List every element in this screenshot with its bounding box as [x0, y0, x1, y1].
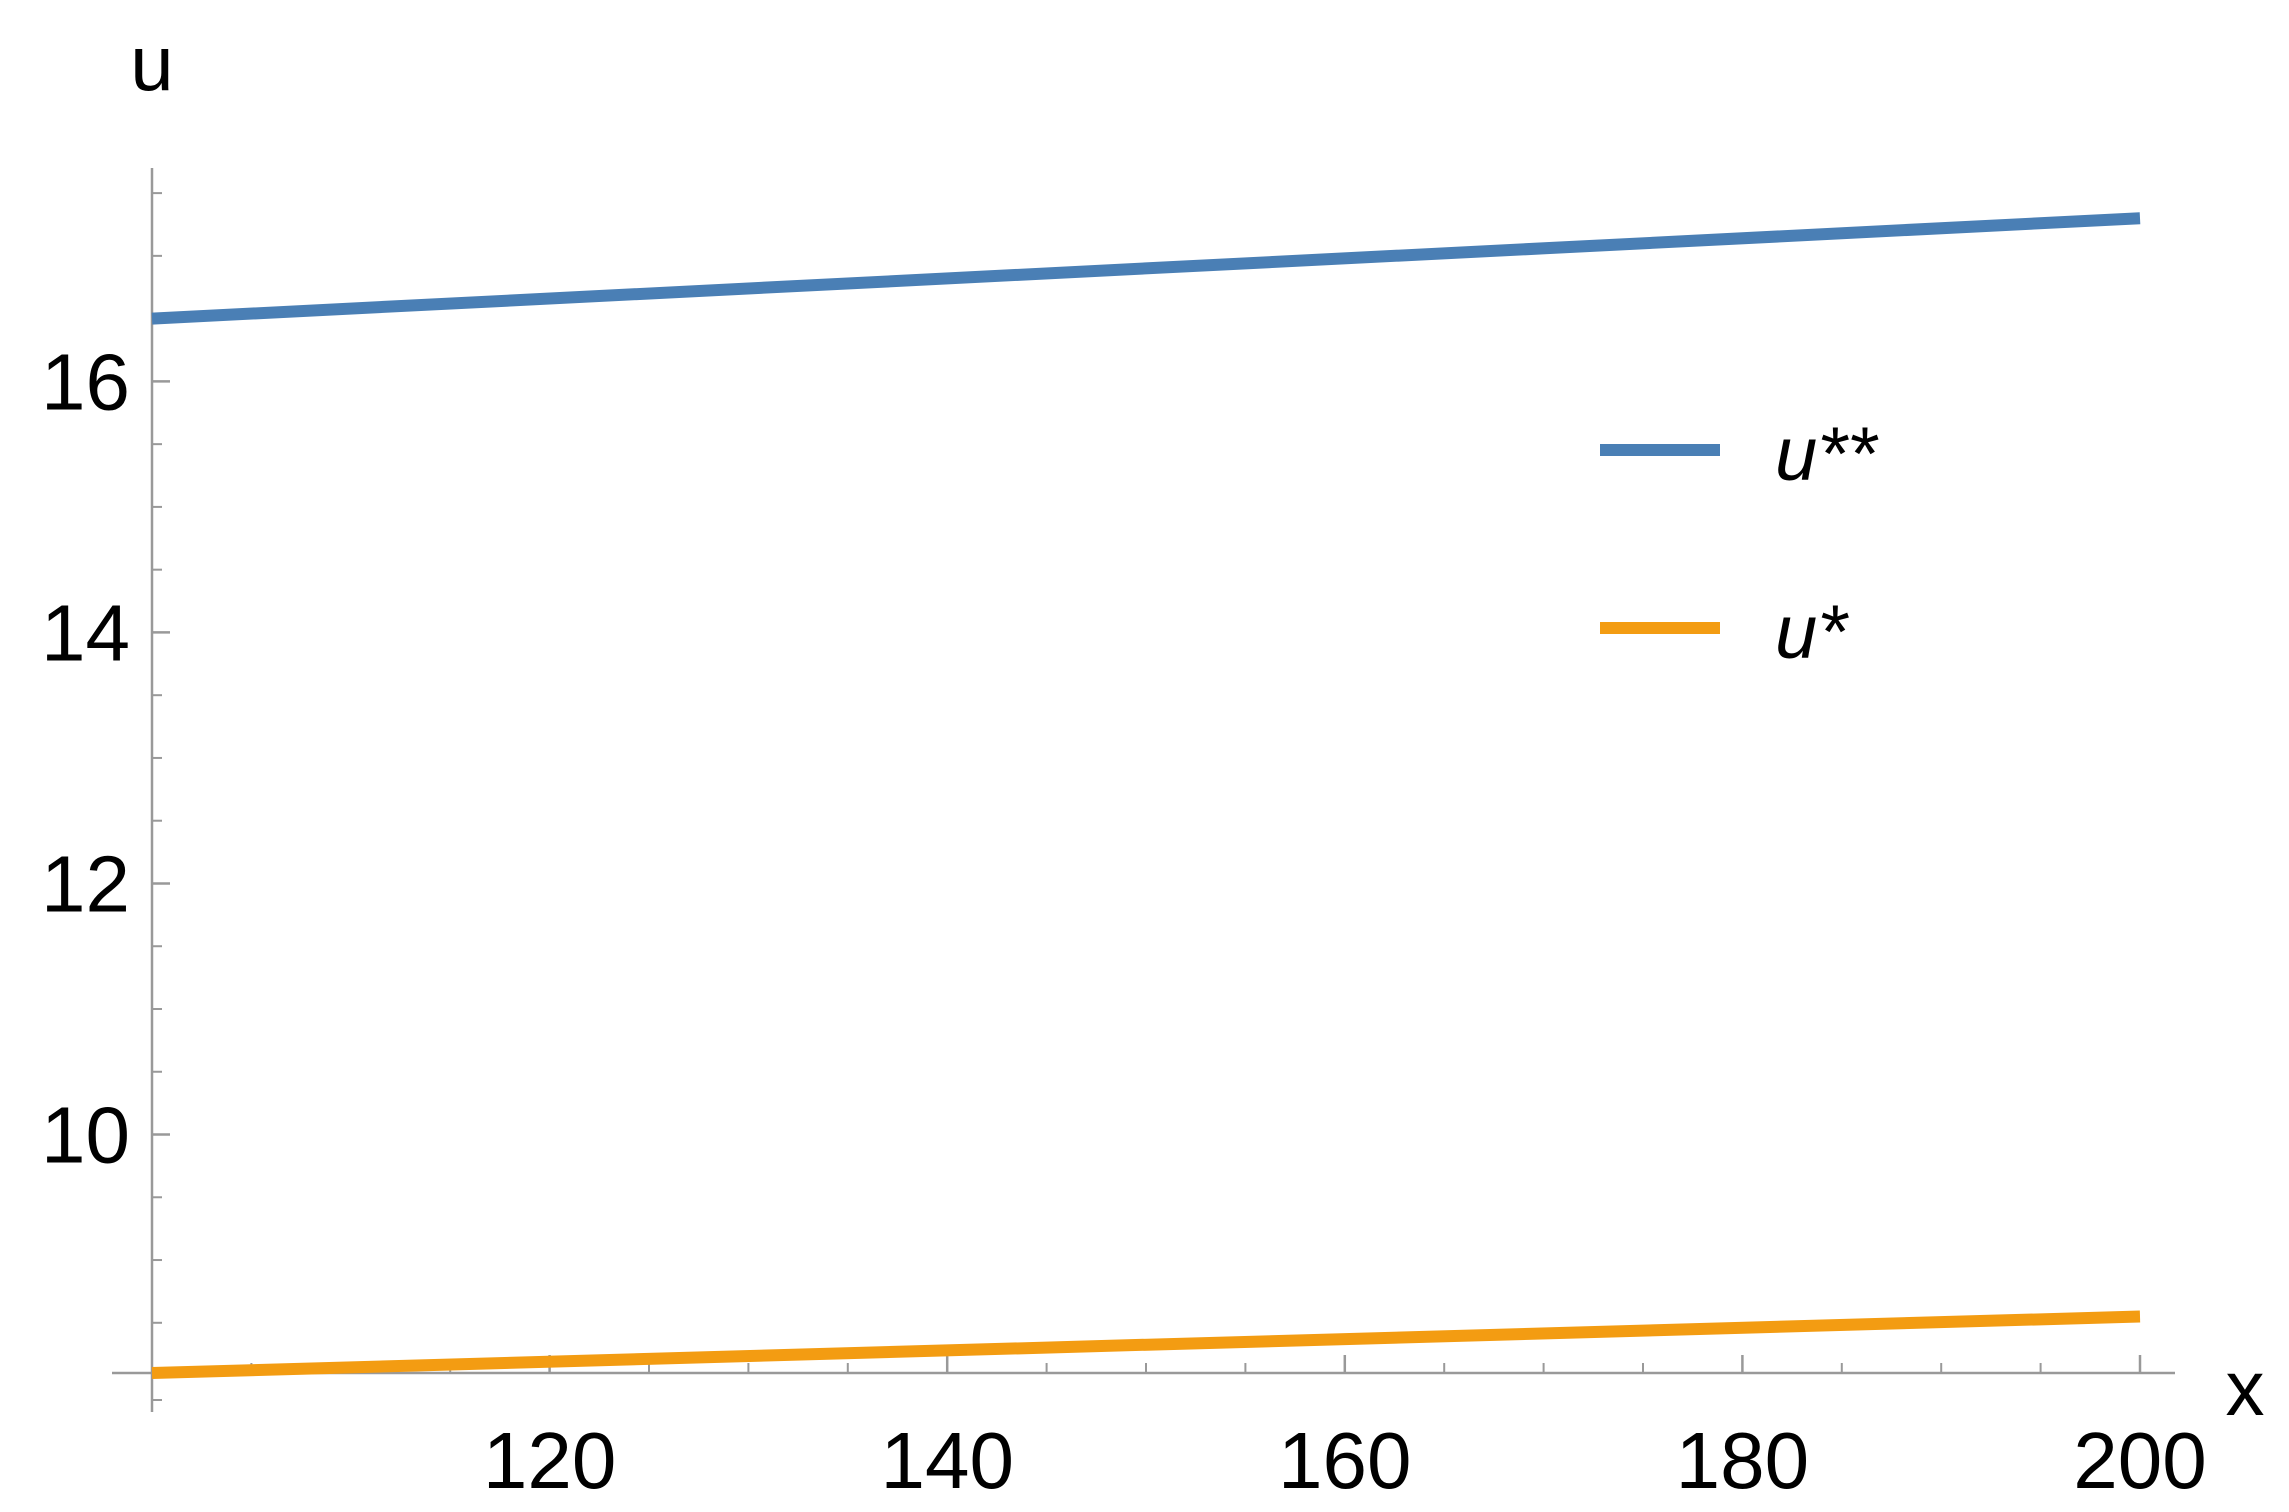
x-tick-label: 140: [880, 1416, 1013, 1505]
y-axis-label: u: [130, 19, 173, 107]
x-tick-label: 180: [1676, 1416, 1809, 1505]
legend-label: u*: [1775, 590, 1849, 675]
y-tick-label: 12: [41, 839, 130, 928]
x-tick-label: 160: [1278, 1416, 1411, 1505]
y-tick-label: 10: [41, 1091, 130, 1180]
series-line-u-star: [151, 1310, 2141, 1379]
series-layer: [151, 212, 2141, 1379]
x-tick-label: 120: [483, 1416, 616, 1505]
legend-label: u**: [1775, 412, 1879, 497]
legend: u** u*: [1600, 412, 1879, 675]
y-tick-label: 14: [41, 588, 130, 677]
x-axis-label: x: [2226, 1344, 2265, 1432]
y-tick-label: 16: [41, 337, 130, 426]
x-tick-label: 200: [2073, 1416, 2206, 1505]
axes: 120 140 160 180 200 10 12 14 16 x u: [41, 19, 2264, 1505]
series-line-u-double-star: [151, 212, 2141, 325]
